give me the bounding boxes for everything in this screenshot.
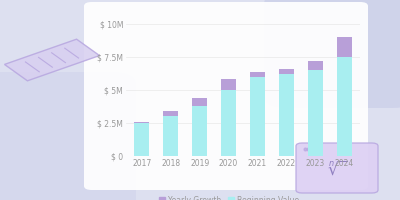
FancyBboxPatch shape: [264, 0, 400, 108]
FancyBboxPatch shape: [0, 72, 136, 200]
Bar: [134, 122, 149, 123]
Bar: [336, 37, 352, 57]
Bar: [192, 106, 207, 156]
Bar: [279, 74, 294, 156]
Bar: [308, 70, 323, 156]
Bar: [192, 98, 207, 106]
Bar: [336, 57, 352, 156]
Bar: [279, 69, 294, 74]
Bar: [163, 111, 178, 116]
Bar: [134, 123, 149, 156]
Bar: [250, 77, 265, 156]
Bar: [221, 79, 236, 90]
Legend: Yearly Growth, Beginning Value: Yearly Growth, Beginning Value: [156, 193, 302, 200]
Bar: [250, 72, 265, 77]
Bar: [163, 116, 178, 156]
Bar: [221, 90, 236, 156]
FancyBboxPatch shape: [296, 143, 378, 193]
Polygon shape: [4, 39, 100, 81]
Text: $\sqrt[n]{\,}$: $\sqrt[n]{\,}$: [328, 160, 347, 178]
Bar: [308, 61, 323, 70]
FancyBboxPatch shape: [84, 2, 368, 190]
